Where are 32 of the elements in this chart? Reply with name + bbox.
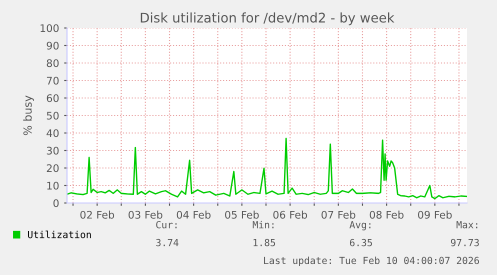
- line-series: [67, 138, 467, 200]
- y-tick-label: 90: [46, 42, 59, 50]
- legend-label: Utilization: [28, 230, 91, 238]
- x-tick-label: 02 Feb: [80, 210, 114, 219]
- y-tick-label: 80: [46, 59, 59, 68]
- y-tick-label: 40: [46, 129, 59, 138]
- x-tick-label: 06 Feb: [273, 210, 308, 219]
- x-tick-label: 09 Feb: [418, 210, 452, 219]
- y-tick-label: 50: [46, 112, 59, 120]
- x-tick-label: 04 Feb: [176, 210, 211, 219]
- y-axis-title: % busy: [23, 96, 34, 136]
- text: 97.73: [450, 238, 479, 246]
- text: Last update: Tue Feb 10 04:00:07 2026: [264, 256, 479, 266]
- y-tick-label: 100: [40, 24, 59, 32]
- chart-title: Disk utilization for /dev/md2 - by week: [140, 12, 394, 26]
- text: 1.85: [254, 238, 276, 246]
- y-tick-label: 0: [53, 199, 59, 208]
- x-tick-label: 07 Feb: [322, 210, 356, 219]
- text: 6.35: [350, 238, 372, 246]
- x-tick-label: 03 Feb: [128, 210, 162, 219]
- x-tick-label: 05 Feb: [225, 210, 259, 219]
- y-tick-label: 20: [46, 164, 59, 172]
- x-tick-label: 08 Feb: [370, 210, 404, 219]
- y-tick-label: 70: [46, 76, 59, 85]
- y-tick-label: 10: [47, 182, 59, 190]
- text: Min:: [252, 220, 274, 228]
- y-tick-label: 60: [46, 94, 59, 102]
- text: Cur:: [156, 221, 177, 228]
- text: 3.74: [156, 238, 178, 246]
- text: Max:: [456, 221, 478, 228]
- y-tick-label: 30: [46, 146, 59, 155]
- text: Avg:: [350, 221, 370, 230]
